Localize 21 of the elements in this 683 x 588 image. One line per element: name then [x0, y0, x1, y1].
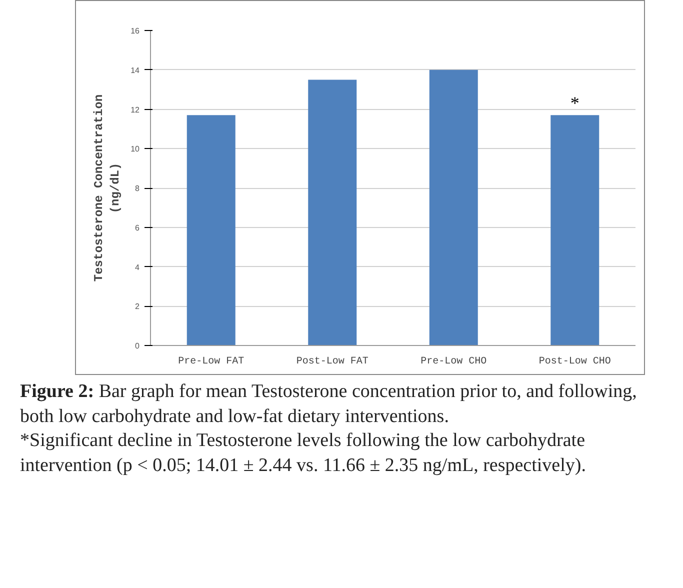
bar	[308, 80, 357, 346]
caption: Figure 2: Bar graph for mean Testosterone concentration prior to, and following, both low carbohydrate and low-fat dietary interventions.	[20, 381, 637, 427]
y-tick-label: 14	[130, 66, 140, 75]
y-tick-label: 0	[135, 342, 140, 350]
y-tick-label: 12	[130, 105, 140, 114]
x-tick-label: Pre-Low CHO	[420, 356, 487, 368]
y-axis-title: Testosterone Concentration (ng/dL)	[92, 94, 123, 282]
x-tick-label: Post-Low CHO	[538, 356, 611, 368]
bar	[429, 70, 478, 346]
bar	[550, 115, 600, 346]
text: *Significant decline in Testosterone levels following the low carbohydrate intervention (p < 0.05; 14.01 ± 2.44 vs. 11.66 ± 2.35 ng/mL, respectively).	[20, 430, 586, 476]
annotation: *	[570, 93, 580, 114]
x-tick-label: Pre-Low FAT	[178, 356, 244, 368]
y-tick-label: 16	[130, 26, 140, 36]
y-tick-label: 10	[130, 144, 140, 154]
y-tick-label: 2	[135, 302, 140, 312]
y-tick-label: 8	[135, 184, 140, 193]
bar	[186, 115, 236, 346]
y-tick-label: 4	[135, 262, 140, 272]
x-tick-label: Post-Low FAT	[296, 356, 368, 368]
y-tick-label: 6	[135, 223, 140, 232]
